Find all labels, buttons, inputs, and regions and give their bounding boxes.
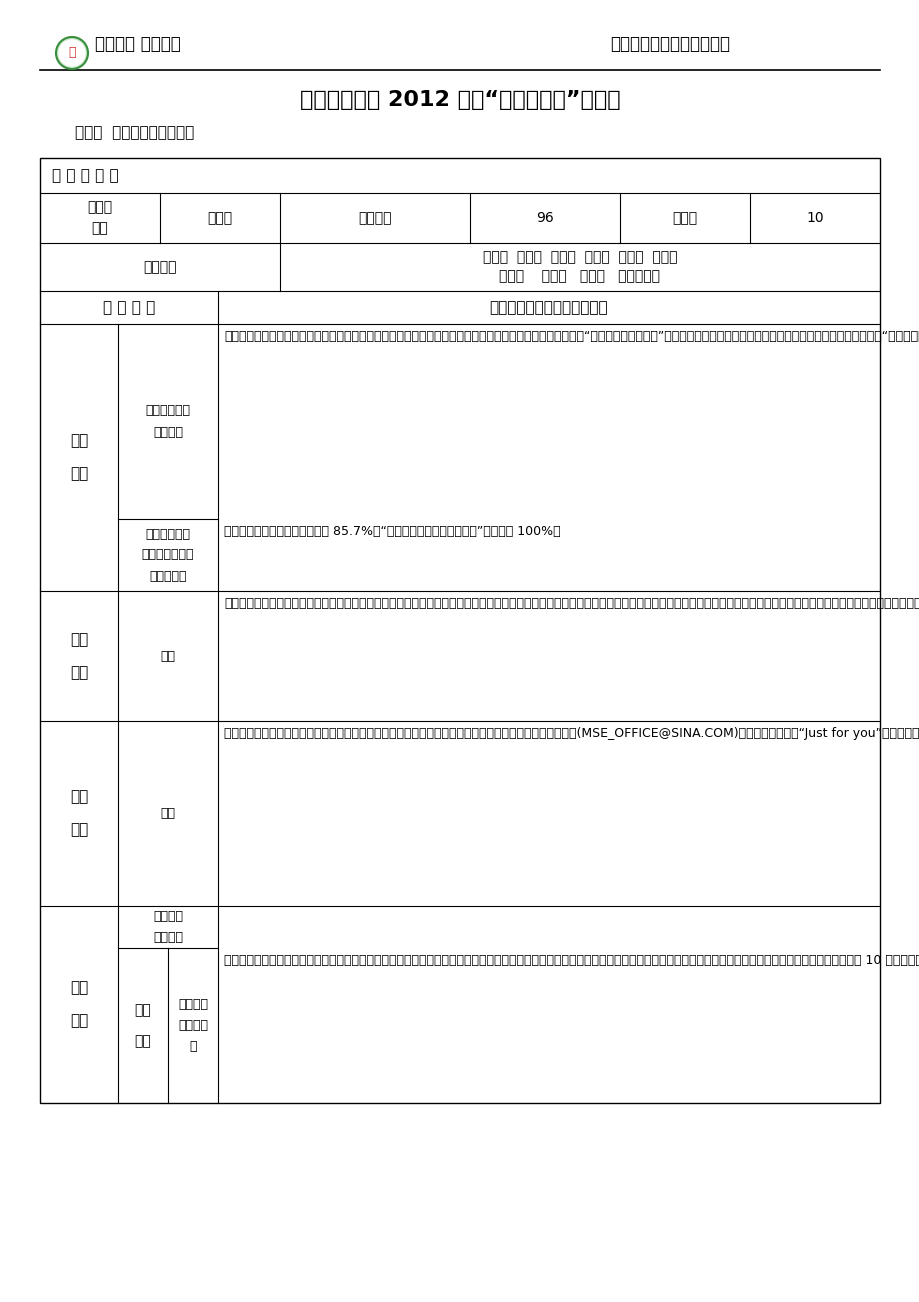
Text: 部门设置: 部门设置 — [143, 260, 176, 273]
Text: 江苏科技大学 2012 年度“优秀学生会”申报表: 江苏科技大学 2012 年度“优秀学生会”申报表 — [300, 90, 619, 109]
Text: 服务
实践: 服务 实践 — [70, 631, 88, 680]
Text: 学生干部参加
党校、团校学习
及结业情况: 学生干部参加 党校、团校学习 及结业情况 — [142, 527, 194, 582]
Text: 10: 10 — [805, 211, 823, 225]
Text: 部门数: 部门数 — [672, 211, 697, 225]
Text: 部长级以上干部党校毕业比例达 85.7%，“青年马克思主义工程培训班”参与比例 100%。: 部长级以上干部党校毕业比例达 85.7%，“青年马克思主义工程培训班”参与比例 … — [223, 525, 560, 538]
Text: 朱建华: 朱建华 — [207, 211, 233, 225]
Text: 具体数据或简要说明（举例）: 具体数据或简要说明（举例） — [489, 299, 607, 315]
Text: 主席团  办公室  文艺部  女生部  外联部  体育部: 主席团 办公室 文艺部 女生部 外联部 体育部 — [482, 250, 676, 264]
Text: 学院学生会建立了统一的服务标准，提供的服务必须按照标准实行，包括服务内容、工作流程、服务态度、服务质量、服务反馈等相关内容。并着手建立了多形式、全方位的多维生活: 学院学生会建立了统一的服务标准，提供的服务必须按照标准实行，包括服务内容、工作流… — [223, 598, 919, 611]
Text: 成员数量: 成员数量 — [357, 211, 391, 225]
Text: 学院学生会始终把对青年的思想引领工作放在首位，以思想政治教育为主线，以校园精神文明建设为依托，以“全心全意为同学服务”为宗旨，通过各种活动加强对团员学生的思想教: 学院学生会始终把对青年的思想引领工作放在首位，以思想政治教育为主线，以校园精神文… — [223, 329, 919, 342]
Text: 生活部    宣传部   学习部   临时委员会: 生活部 宣传部 学习部 临时委员会 — [499, 270, 660, 283]
Text: 团: 团 — [68, 47, 75, 60]
Text: 材料科学与工程学院学生会: 材料科学与工程学院学生会 — [609, 35, 729, 53]
Text: 自述: 自述 — [160, 650, 176, 663]
Text: 开展主题思想
教育情况: 开展主题思想 教育情况 — [145, 405, 190, 439]
Text: 学院：  材料科学与工程学院: 学院： 材料科学与工程学院 — [75, 125, 194, 141]
Text: 学生会
主席: 学生会 主席 — [87, 201, 112, 236]
Bar — [40, 158, 879, 1103]
Text: 思想
建设: 思想 建设 — [70, 434, 88, 482]
Circle shape — [56, 36, 88, 69]
Text: 本届学生会根据学院划分两校区的特点和学生工作的需要对原有的学生会组织构架进行了调整。由主席团、外联部、学习部、宣传部、体育部、女生部、文艺部、生活部、办公室、临: 本届学生会根据学院划分两校区的特点和学生工作的需要对原有的学生会组织构架进行了调… — [223, 954, 919, 967]
Text: 学 生 会 概 况: 学 生 会 概 况 — [52, 168, 119, 184]
Text: 优质团学 精致材料: 优质团学 精致材料 — [95, 35, 180, 53]
Circle shape — [59, 40, 85, 66]
Text: 工作
开展: 工作 开展 — [70, 980, 88, 1029]
Text: 自述: 自述 — [160, 807, 176, 820]
Text: 学生会内
部组织架
构: 学生会内 部组织架 构 — [177, 999, 208, 1053]
Text: 本年度学生会特将生活部改组为生活权益部，通过加大宣传力度，增强了同学们的维权意识。设立维权邮筱(MSE_OFFICE@SINA.COM)，开展问卷调查和“Jus: 本年度学生会特将生活部改组为生活权益部，通过加大宣传力度，增强了同学们的维权意识… — [223, 727, 919, 740]
Text: 维权
实践: 维权 实践 — [70, 789, 88, 837]
Text: 组织
建设: 组织 建设 — [134, 1004, 152, 1048]
Text: 评 选 项 目: 评 选 项 目 — [103, 299, 155, 315]
Text: 96: 96 — [536, 211, 553, 225]
Text: 成立学生
会党支部: 成立学生 会党支部 — [153, 910, 183, 944]
